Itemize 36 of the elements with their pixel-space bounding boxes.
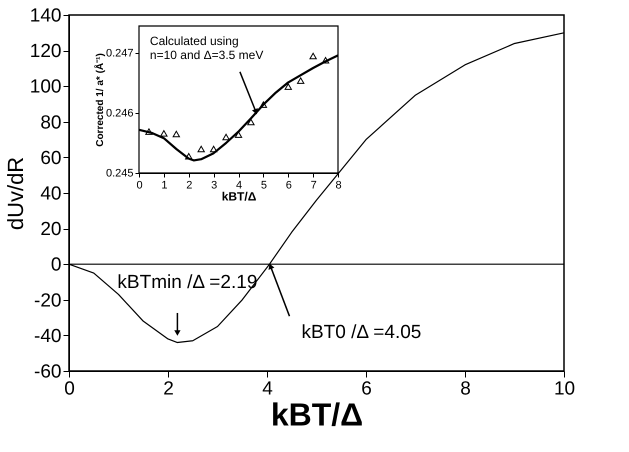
x-tick-label: 6	[361, 378, 372, 400]
x-tick-label: 0	[64, 378, 75, 400]
y-tick-label: 40	[40, 184, 62, 204]
x-tick-label: 2	[186, 180, 192, 192]
x-tick-label: 3	[211, 180, 218, 192]
x-tick-label: 0	[136, 180, 143, 192]
y-axis-title: Corrected 1/ a* (Å⁻¹)	[94, 53, 106, 147]
y-tick-label: 0	[50, 254, 62, 276]
x-tick-label: 6	[286, 180, 292, 192]
x-tick-label: 2	[163, 378, 174, 400]
x-tick-label: 5	[260, 180, 267, 192]
annotation: kBT0 /Δ =4.05	[301, 322, 422, 344]
y-tick-label: 120	[30, 41, 62, 62]
y-tick-label: 140	[30, 6, 62, 26]
annotation: Calculated using n=10 and Δ=3.5 meV	[150, 34, 264, 62]
y-axis-title: dUv/dR	[2, 156, 28, 230]
x-tick-label: 7	[310, 180, 317, 192]
y-tick-label: -60	[34, 362, 62, 382]
y-tick-label: -40	[34, 326, 62, 347]
y-tick-label: 20	[40, 219, 62, 240]
y-tick-label: 100	[30, 76, 62, 98]
y-tick-label: 60	[40, 148, 62, 169]
y-tick-label: 80	[40, 112, 62, 134]
x-tick-label: 8	[460, 378, 471, 400]
y-tick-label: 0.245	[106, 168, 134, 180]
y-tick-label: 0.247	[106, 48, 134, 60]
y-tick-label: 0.246	[106, 108, 134, 120]
x-axis-title: kBT/Δ	[222, 190, 257, 204]
x-tick-label: 10	[554, 378, 576, 400]
x-tick-label: 4	[262, 378, 274, 400]
x-tick-label: 1	[161, 180, 168, 192]
annotation: kBTmin /Δ =2.19	[117, 272, 258, 293]
x-tick-label: 4	[236, 180, 242, 192]
x-axis-title: kBT/Δ	[270, 396, 364, 432]
x-tick-label: 8	[335, 180, 342, 192]
y-tick-label: -20	[34, 290, 62, 312]
